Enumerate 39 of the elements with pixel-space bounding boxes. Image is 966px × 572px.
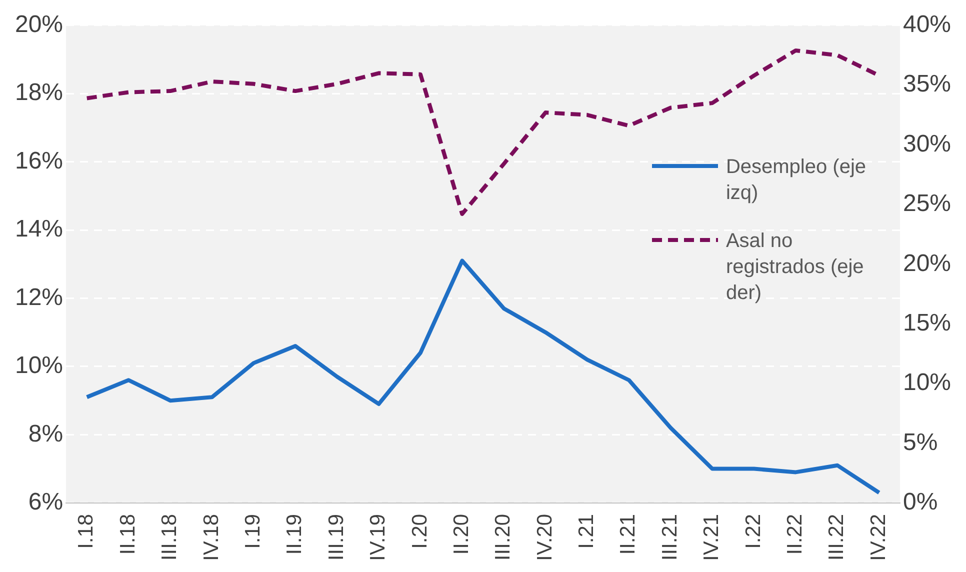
y2-tick-label: 30% bbox=[902, 130, 952, 158]
x-tick-label: I.22 bbox=[742, 514, 765, 549]
x-tick-label: I.19 bbox=[241, 514, 264, 549]
y-tick-label: 16% bbox=[14, 147, 64, 174]
x-tick-label: III.18 bbox=[158, 514, 182, 561]
y2-tick-label: 5% bbox=[902, 428, 938, 456]
x-tick-label: IV.21 bbox=[700, 514, 724, 562]
y2-tick-label: 40% bbox=[902, 11, 952, 38]
legend-label: Desempleo (eje izq) bbox=[726, 155, 868, 206]
x-tick-label: IV.22 bbox=[866, 514, 890, 562]
x-tick-label: II.22 bbox=[784, 514, 807, 555]
y2-tick-label: 35% bbox=[902, 70, 952, 98]
y2-tick-label: 0% bbox=[902, 488, 938, 516]
x-tick-label: III.21 bbox=[658, 514, 682, 561]
y2-tick-label: 10% bbox=[902, 369, 952, 396]
x-tick-label: I.20 bbox=[408, 514, 432, 549]
y-tick-label: 6% bbox=[28, 488, 64, 516]
x-tick-label: IV.20 bbox=[533, 514, 556, 562]
y2-tick-label: 15% bbox=[902, 309, 952, 336]
legend-label: Asal no registrados (eje der) bbox=[726, 229, 865, 306]
x-tick-label: IV.19 bbox=[366, 514, 390, 562]
x-tick-label: II.21 bbox=[616, 514, 640, 555]
x-tick-label: III.22 bbox=[825, 514, 848, 561]
y-tick-label: 14% bbox=[14, 216, 64, 243]
y-tick-label: 18% bbox=[14, 79, 64, 106]
x-tick-label: I.21 bbox=[575, 514, 598, 549]
x-tick-label: II.20 bbox=[450, 514, 473, 555]
y2-tick-label: 20% bbox=[902, 250, 952, 277]
y-tick-label: 20% bbox=[14, 11, 64, 38]
x-tick-label: III.20 bbox=[492, 514, 515, 561]
x-tick-label: I.18 bbox=[74, 514, 98, 549]
y-tick-label: 10% bbox=[14, 352, 64, 380]
y2-tick-label: 25% bbox=[902, 190, 952, 218]
x-tick-label: III.19 bbox=[324, 514, 348, 561]
y-tick-label: 12% bbox=[14, 284, 64, 311]
x-tick-label: IV.18 bbox=[200, 514, 223, 562]
x-tick-label: II.19 bbox=[283, 514, 306, 555]
x-tick-label: II.18 bbox=[116, 514, 140, 555]
y-tick-label: 8% bbox=[28, 420, 64, 448]
